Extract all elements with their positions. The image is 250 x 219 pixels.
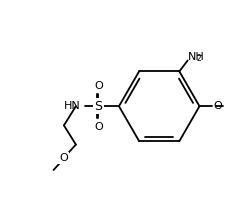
Text: O: O	[59, 153, 68, 163]
Text: S: S	[94, 100, 102, 113]
Text: 2: 2	[196, 54, 200, 63]
Text: HN: HN	[64, 101, 80, 111]
Text: O: O	[94, 81, 102, 91]
Text: O: O	[94, 122, 102, 132]
Text: O: O	[212, 101, 221, 111]
Text: NH: NH	[188, 52, 204, 62]
